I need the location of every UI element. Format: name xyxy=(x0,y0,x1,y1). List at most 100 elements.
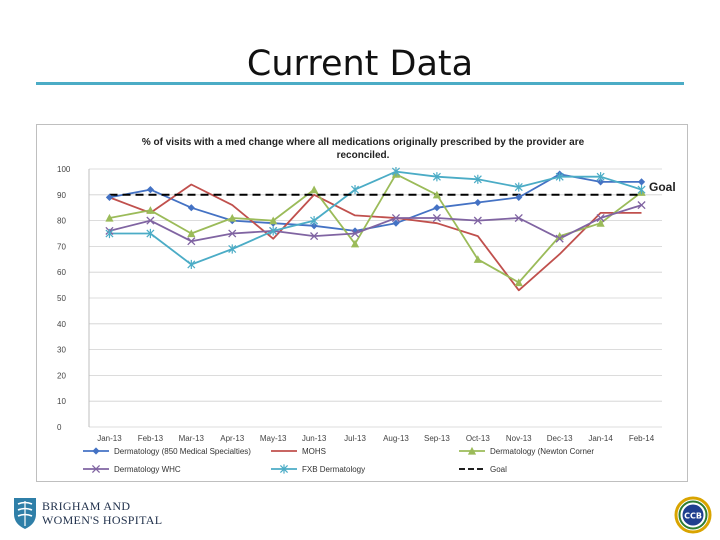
data-point-0 xyxy=(146,186,154,194)
data-point-4 xyxy=(637,185,646,195)
data-point-3 xyxy=(91,464,101,474)
data-point-4 xyxy=(187,259,196,270)
data-point-4 xyxy=(146,228,155,239)
y-tick-label: 90 xyxy=(57,191,66,200)
data-point-2 xyxy=(432,190,441,199)
data-point-4 xyxy=(105,228,114,239)
data-point-3 xyxy=(391,213,401,223)
data-point-3 xyxy=(555,234,564,243)
chart-title-line: reconciled. xyxy=(337,150,390,161)
data-point-4 xyxy=(391,166,400,177)
ccb-logo-text: CCB xyxy=(684,512,702,521)
data-point-4 xyxy=(555,172,564,182)
data-point-3 xyxy=(473,216,482,225)
line-chart: % of visits with a med change where all … xyxy=(57,137,676,474)
title-underline xyxy=(36,82,684,85)
brigham-shield-icon xyxy=(14,498,36,529)
y-tick-label: 70 xyxy=(57,242,66,251)
data-point-0 xyxy=(105,193,114,201)
data-point-0 xyxy=(597,178,605,186)
chart-title-line: % of visits with a med change where all … xyxy=(142,137,585,148)
y-tick-label: 30 xyxy=(57,346,66,355)
data-point-3 xyxy=(514,213,523,223)
data-point-4 xyxy=(432,172,441,182)
series-line-1 xyxy=(109,183,642,292)
x-tick-label: Nov-13 xyxy=(506,434,532,443)
data-point-2 xyxy=(105,213,114,222)
y-tick-label: 60 xyxy=(57,268,66,277)
slide-title: Current Data xyxy=(246,44,474,84)
data-point-2 xyxy=(146,206,155,214)
data-point-3 xyxy=(350,229,360,238)
data-point-4 xyxy=(228,244,237,254)
data-point-2 xyxy=(596,219,605,227)
x-tick-label: Jul-13 xyxy=(344,434,366,443)
data-point-3 xyxy=(146,216,155,225)
data-point-0 xyxy=(515,193,523,201)
data-point-4 xyxy=(310,216,319,226)
data-point-4 xyxy=(269,226,278,236)
legend-label-0: Dermatology (850 Medical Specialties) xyxy=(114,447,251,456)
series-line-4 xyxy=(109,170,642,266)
data-point-2 xyxy=(555,231,564,240)
y-tick-label: 0 xyxy=(57,423,62,432)
x-tick-label: Sep-13 xyxy=(424,434,450,443)
data-point-0 xyxy=(474,198,482,207)
series-line-0 xyxy=(109,173,642,232)
legend-label-2: Dermatology (Newton Corner xyxy=(490,447,594,456)
data-point-0 xyxy=(433,204,441,212)
x-tick-label: Aug-13 xyxy=(383,434,409,443)
legend-label-4: FXB Dermatology xyxy=(302,465,365,474)
y-tick-label: 40 xyxy=(57,320,66,329)
data-point-0 xyxy=(637,178,646,186)
data-point-2 xyxy=(269,216,278,225)
x-tick-label: Dec-13 xyxy=(547,434,573,443)
y-tick-label: 20 xyxy=(57,371,66,380)
data-point-2 xyxy=(467,446,477,455)
series-line-2 xyxy=(109,173,643,284)
x-tick-label: Jan-14 xyxy=(588,434,613,443)
ccb-emblem-icon: CCB xyxy=(674,496,712,534)
x-tick-label: Mar-13 xyxy=(179,434,205,443)
series-line-3 xyxy=(109,204,642,243)
data-point-4 xyxy=(596,172,605,182)
data-point-3 xyxy=(228,229,237,238)
legend-label-1: MOHS xyxy=(302,447,326,456)
data-point-3 xyxy=(187,237,196,246)
data-point-0 xyxy=(92,447,100,455)
y-tick-label: 100 xyxy=(57,165,71,174)
data-point-4 xyxy=(514,182,523,192)
data-point-0 xyxy=(187,204,195,212)
x-tick-label: Jan-13 xyxy=(97,434,122,443)
data-point-4 xyxy=(473,174,482,184)
data-point-0 xyxy=(310,222,318,230)
data-point-0 xyxy=(392,219,400,227)
data-point-3 xyxy=(432,213,441,223)
goal-annotation: Goal xyxy=(649,180,676,194)
logo-line-1: BRIGHAM AND xyxy=(42,499,131,513)
y-tick-label: 80 xyxy=(57,217,66,226)
x-tick-label: Jun-13 xyxy=(302,434,327,443)
data-point-3 xyxy=(596,213,605,223)
data-point-3 xyxy=(310,232,319,241)
chart-frame: % of visits with a med change where all … xyxy=(36,124,688,482)
ccb-logo: CCB xyxy=(674,496,712,534)
data-point-3 xyxy=(637,201,646,210)
y-tick-label: 50 xyxy=(57,294,66,303)
logo-line-2: WOMEN'S HOSPITAL xyxy=(42,513,163,527)
data-point-2 xyxy=(310,185,319,194)
data-point-4 xyxy=(351,185,360,195)
x-tick-label: Oct-13 xyxy=(466,434,491,443)
x-tick-label: Feb-14 xyxy=(629,434,655,443)
data-point-4 xyxy=(279,464,289,474)
data-point-2 xyxy=(187,229,196,238)
x-tick-label: Feb-13 xyxy=(138,434,164,443)
data-point-2 xyxy=(473,255,482,263)
data-point-2 xyxy=(514,278,523,287)
data-point-2 xyxy=(350,239,360,248)
data-point-2 xyxy=(228,213,237,222)
brigham-logo: BRIGHAM AND WOMEN'S HOSPITAL xyxy=(12,496,182,532)
y-tick-label: 10 xyxy=(57,397,66,406)
x-tick-label: May-13 xyxy=(260,434,287,443)
legend-label-5: Goal xyxy=(490,465,507,474)
